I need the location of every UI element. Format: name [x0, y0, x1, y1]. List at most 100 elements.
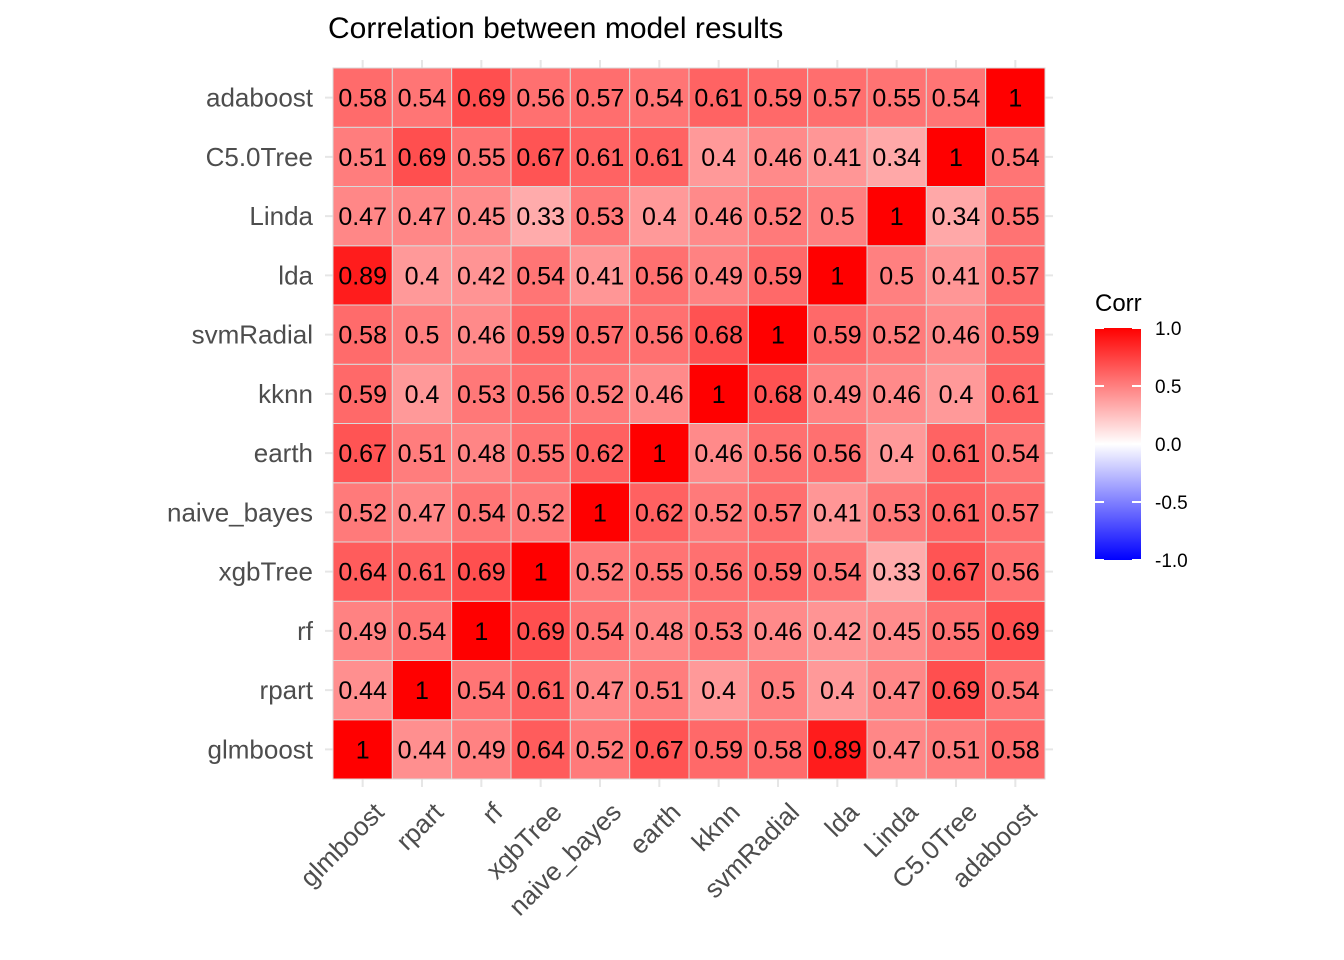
heatmap-cell-label: 0.4	[939, 381, 974, 409]
heatmap-cell-label: 0.47	[872, 736, 921, 764]
x-tick-label: rf	[476, 796, 509, 829]
heatmap-cell-label: 0.56	[991, 559, 1040, 587]
heatmap-cell-label: 0.54	[398, 85, 447, 113]
heatmap-cell-label: 0.47	[576, 677, 625, 705]
heatmap-cell-label: 1	[712, 381, 726, 409]
heatmap-cell-label: 0.67	[635, 736, 684, 764]
heatmap-cell	[332, 245, 393, 306]
heatmap-cell-label: 0.59	[516, 322, 565, 350]
heatmap-cell-label: 0.57	[576, 322, 625, 350]
heatmap-cell	[925, 482, 987, 543]
heatmap-cell-label: 0.51	[338, 144, 387, 172]
heatmap-cell-label: 0.62	[635, 499, 684, 527]
heatmap-cell	[925, 423, 987, 484]
heatmap-cell	[866, 600, 927, 661]
heatmap-cell	[985, 245, 1046, 306]
heatmap-cell-label: 0.49	[694, 262, 743, 290]
heatmap-cell	[688, 245, 749, 306]
heatmap-cell	[569, 719, 631, 780]
heatmap-cell	[451, 304, 512, 365]
y-tick-label: C5.0Tree	[206, 142, 313, 172]
heatmap-cell-label: 0.69	[516, 618, 565, 646]
heatmap-cell-label: 0.58	[338, 85, 387, 113]
heatmap-cell-label: 0.57	[576, 85, 625, 113]
heatmap-cell-label: 0.54	[516, 262, 565, 290]
heatmap-cell-label: 0.52	[338, 499, 387, 527]
heatmap-cell-label: 1	[593, 499, 607, 527]
heatmap-cell-label: 0.46	[872, 381, 921, 409]
heatmap-cell	[985, 600, 1046, 661]
heatmap-cell-label: 0.56	[635, 322, 684, 350]
heatmap-cell	[332, 423, 393, 484]
heatmap-cell	[332, 363, 393, 424]
heatmap-cell	[391, 245, 453, 306]
heatmap-cell-label: 0.53	[872, 499, 921, 527]
heatmap-cell	[451, 67, 512, 128]
heatmap-cell-label: 0.68	[754, 381, 803, 409]
heatmap-cell	[747, 423, 809, 484]
heatmap-cell-label: 0.47	[398, 203, 447, 231]
heatmap-cell-label: 0.59	[991, 322, 1040, 350]
heatmap-cell-label: 0.67	[338, 440, 387, 468]
heatmap-cell-label: 1	[949, 144, 963, 172]
heatmap-cell-label: 0.48	[635, 618, 684, 646]
heatmap-cell	[747, 126, 809, 187]
heatmap-cell-label: 0.47	[872, 677, 921, 705]
heatmap-cell-label: 0.41	[813, 499, 862, 527]
heatmap-cell-label: 0.33	[872, 559, 921, 587]
heatmap-cell	[451, 423, 512, 484]
heatmap-cell-label: 0.47	[398, 499, 447, 527]
heatmap-cell-label: 0.54	[398, 618, 447, 646]
heatmap-cell-label: 0.69	[457, 85, 506, 113]
heatmap-cell	[747, 660, 809, 721]
heatmap-cell-label: 0.4	[642, 203, 677, 231]
x-tick-label: earth	[623, 797, 686, 860]
heatmap-cell	[807, 245, 868, 306]
heatmap-cell-label: 0.61	[635, 144, 684, 172]
heatmap-cell-label: 0.61	[516, 677, 565, 705]
heatmap-cell-label: 0.89	[338, 262, 387, 290]
heatmap-cell-label: 0.67	[516, 144, 565, 172]
heatmap-cell-label: 0.54	[991, 677, 1040, 705]
heatmap-cell	[451, 541, 512, 602]
heatmap-cell	[510, 245, 571, 306]
y-tick-label: lda	[278, 260, 313, 290]
y-tick-label: rf	[297, 616, 314, 646]
heatmap-cell-label: 0.46	[694, 203, 743, 231]
heatmap-cell-label: 0.52	[576, 736, 625, 764]
heatmap-cell-label: 0.67	[932, 559, 981, 587]
heatmap-cell-label: 0.61	[576, 144, 625, 172]
heatmap-cell-label: 0.61	[932, 499, 981, 527]
x-tick-label: glmboost	[294, 796, 390, 892]
heatmap-cell-label: 0.59	[694, 736, 743, 764]
heatmap-cell-label: 0.4	[701, 144, 736, 172]
heatmap-cell	[451, 482, 512, 543]
heatmap-cell-label: 0.42	[457, 262, 506, 290]
x-tick-label: lda	[819, 797, 865, 843]
y-tick-label: naive_bayes	[167, 497, 313, 527]
heatmap-cell-label: 0.44	[398, 736, 447, 764]
heatmap-cell	[807, 719, 868, 780]
heatmap-cell	[510, 719, 571, 780]
heatmap-cell	[807, 423, 868, 484]
heatmap-cell	[569, 245, 631, 306]
heatmap-cell-label: 0.49	[813, 381, 862, 409]
heatmap-cell-label: 0.55	[991, 203, 1040, 231]
heatmap-cell-label: 0.34	[932, 203, 981, 231]
y-tick-label: rpart	[260, 675, 314, 705]
legend-tick-label: -0.5	[1155, 493, 1188, 514]
heatmap-cell-label: 0.51	[932, 736, 981, 764]
heatmap-cell-label: 0.5	[405, 322, 440, 350]
heatmap-cell-label: 0.54	[457, 677, 506, 705]
heatmap-cell-label: 1	[415, 677, 429, 705]
heatmap-cell	[925, 660, 987, 721]
y-tick-label: glmboost	[208, 734, 314, 764]
heatmap-cell	[569, 67, 631, 128]
heatmap-cell	[985, 304, 1046, 365]
heatmap-cell-label: 0.54	[991, 144, 1040, 172]
heatmap-cell	[866, 67, 927, 128]
heatmap-cell	[629, 660, 690, 721]
chart-title: Correlation between model results	[328, 12, 783, 45]
